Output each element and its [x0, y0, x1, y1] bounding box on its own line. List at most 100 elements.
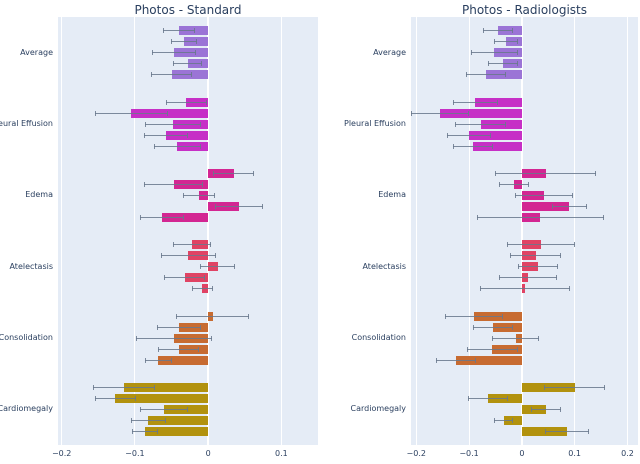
bar [521, 201, 570, 211]
y-tick-label: Atelectasis [9, 261, 53, 271]
error-bar [93, 386, 155, 388]
error-bar-cap [488, 61, 490, 67]
error-bar-cap [602, 214, 604, 220]
error-bar-cap [192, 286, 194, 292]
y-tick-label: Edema [378, 190, 406, 200]
y-tick-label: Average [20, 47, 53, 57]
bar [475, 97, 522, 107]
error-bar-cap [516, 61, 518, 67]
y-tick-label: Atelectasis [362, 261, 406, 271]
error-bar-cap [411, 110, 412, 116]
error-bar-cap [465, 72, 467, 78]
error-bar-cap [183, 192, 185, 198]
gridline [626, 17, 628, 445]
error-bar [192, 288, 213, 290]
y-tick-label: Average [373, 47, 406, 57]
error-bar-cap [156, 324, 158, 330]
error-bar-cap [170, 357, 172, 363]
error-bar-cap [205, 99, 207, 105]
error-bar-cap [556, 264, 558, 270]
error-bar-cap [165, 99, 167, 105]
bar [123, 382, 209, 392]
error-bar-cap [517, 50, 519, 56]
error-bar [160, 255, 217, 257]
error-bar-cap [172, 61, 174, 67]
error-bar-cap [160, 253, 162, 259]
error-bar-cap [134, 395, 136, 401]
error-bar [200, 266, 236, 268]
error-bar [131, 430, 159, 432]
error-bar [165, 101, 207, 103]
error-bar [170, 41, 198, 43]
x-tick-label: −0.2 [406, 449, 426, 458]
error-bar-cap [131, 428, 133, 434]
error-bar [135, 337, 212, 339]
error-bar [544, 386, 606, 388]
error-bar [130, 419, 166, 421]
error-bar-cap [445, 313, 447, 319]
error-bar-cap [512, 417, 514, 423]
error-bar-cap [198, 346, 200, 352]
error-bar-cap [483, 28, 485, 34]
zero-line [520, 17, 523, 445]
error-bar-cap [551, 203, 553, 209]
error-bar [465, 74, 506, 76]
error-bar [214, 205, 264, 207]
error-bar-cap [144, 181, 146, 187]
error-bar [494, 41, 518, 43]
bar [469, 130, 522, 140]
error-bar-cap [182, 214, 184, 220]
error-bar-cap [476, 214, 478, 220]
error-bar-cap [196, 39, 198, 45]
error-bar-cap [568, 286, 570, 292]
error-bar [213, 172, 255, 174]
gridline [574, 17, 576, 445]
error-bar-cap [455, 121, 457, 127]
error-bar-cap [531, 406, 533, 412]
error-bar-cap [594, 170, 596, 176]
error-bar [472, 326, 513, 328]
error-bar-cap [153, 143, 155, 149]
error-bar-cap [93, 384, 95, 390]
bar [115, 393, 209, 403]
x-tick-label: 0.1 [275, 449, 288, 458]
error-bar [94, 397, 136, 399]
x-tick-label: −0.1 [125, 449, 145, 458]
error-bar [483, 30, 513, 32]
error-bar-cap [556, 275, 558, 281]
error-bar-cap [201, 61, 203, 67]
error-bar-cap [213, 170, 215, 176]
error-bar [144, 183, 203, 185]
error-bar [144, 134, 189, 136]
gridline [468, 17, 470, 445]
error-bar-cap [572, 192, 574, 198]
error-bar-cap [94, 110, 96, 116]
error-bar [158, 348, 200, 350]
bar [162, 212, 209, 222]
error-bar [494, 419, 514, 421]
error-bar-cap [153, 384, 155, 390]
bar [145, 426, 209, 436]
y-tick-label: Pleural Effusion [0, 119, 53, 128]
error-bar [506, 244, 576, 246]
error-bar-cap [170, 39, 172, 45]
error-bar-cap [204, 275, 206, 281]
y-tick-label: Cardiomegaly [350, 404, 406, 414]
error-bar-cap [506, 242, 508, 248]
y-tick-label: Consolidation [351, 333, 406, 342]
error-bar-cap [211, 286, 213, 292]
error-bar-cap [191, 72, 193, 78]
error-bar-cap [166, 110, 168, 116]
error-bar [488, 63, 518, 65]
error-bar-cap [234, 264, 236, 270]
error-bar [153, 145, 201, 147]
error-bar-cap [472, 324, 474, 330]
bar [440, 108, 522, 118]
error-bar [183, 194, 216, 196]
error-bar-cap [574, 242, 576, 248]
error-bar-cap [262, 203, 264, 209]
error-bar-cap [199, 143, 201, 149]
error-bar-cap [144, 132, 146, 138]
error-bar-cap [494, 417, 496, 423]
